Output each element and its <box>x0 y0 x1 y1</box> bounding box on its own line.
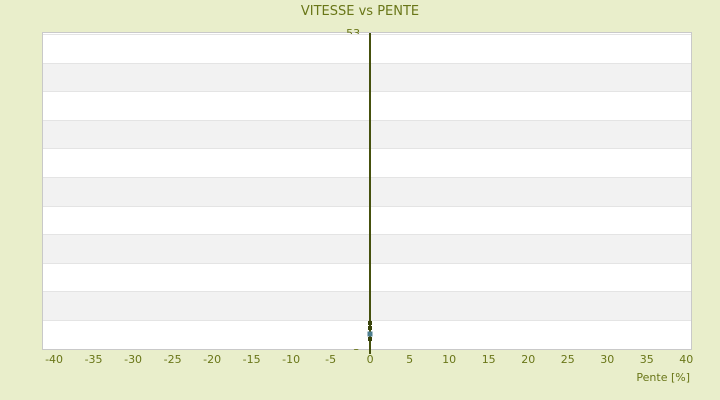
y-gridline <box>43 62 691 64</box>
grid-band <box>43 234 691 263</box>
y-gridline <box>43 291 691 293</box>
y-axis-line <box>369 33 372 354</box>
x-tick-label: -40 <box>45 353 64 366</box>
x-tick-label: 35 <box>639 353 654 366</box>
x-tick-label: 20 <box>521 353 536 366</box>
chart-title: VITESSE vs PENTE <box>300 4 420 19</box>
y-gridline <box>43 262 691 264</box>
y-gridline <box>43 91 691 93</box>
x-axis-title: Pente [%] <box>636 371 690 384</box>
data-point-vitesse-points <box>368 320 373 325</box>
x-tick-label: 0 <box>366 353 374 366</box>
x-tick-label: 10 <box>442 353 457 366</box>
plot-area <box>42 32 692 354</box>
x-tick-label: 30 <box>600 353 615 366</box>
grid-band <box>43 34 691 63</box>
grid-band <box>43 119 691 149</box>
y-gridline <box>43 234 691 236</box>
x-tick-label: -25 <box>163 353 182 366</box>
data-point-vitesse-point-highlight <box>367 331 373 337</box>
data-point-vitesse-points <box>368 325 373 330</box>
x-tick-label: 15 <box>481 353 496 366</box>
data-point-vitesse-points <box>368 336 373 341</box>
y-gridline <box>43 119 691 121</box>
grid-band <box>43 291 691 320</box>
grid-band <box>43 62 691 92</box>
y-gridline <box>43 205 691 207</box>
x-tick-label: 25 <box>560 353 575 366</box>
y-gridline <box>43 34 691 36</box>
x-tick-label: -35 <box>84 353 103 366</box>
x-tick-label: 5 <box>406 353 414 366</box>
x-tick-label: -30 <box>124 353 143 366</box>
y-gridline <box>43 177 691 178</box>
grid-band <box>43 177 691 206</box>
y-gridline <box>43 148 691 150</box>
grid-band <box>43 205 691 235</box>
x-tick-label: -5 <box>325 353 337 366</box>
x-tick-label: -20 <box>203 353 222 366</box>
grid-band <box>43 91 691 120</box>
x-tick-label: 40 <box>679 353 694 366</box>
x-tick-label: -15 <box>242 353 261 366</box>
grid-band <box>43 148 691 177</box>
grid-band <box>43 262 691 292</box>
grid-band <box>43 319 691 349</box>
y-gridline <box>43 319 691 321</box>
x-tick-label: -10 <box>282 353 301 366</box>
